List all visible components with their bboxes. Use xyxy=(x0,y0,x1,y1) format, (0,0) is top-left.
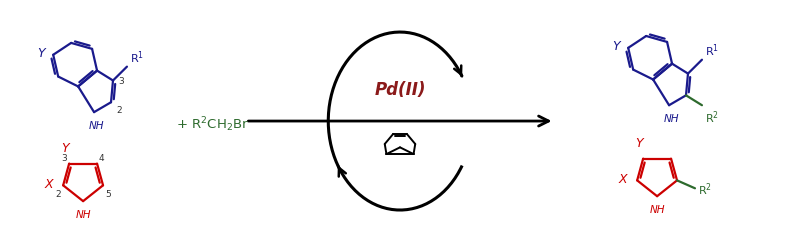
Text: NH: NH xyxy=(88,120,104,130)
Text: 3: 3 xyxy=(62,153,67,162)
Text: NH: NH xyxy=(75,209,91,219)
Text: 2: 2 xyxy=(55,190,61,198)
Text: 3: 3 xyxy=(118,77,124,86)
Text: Y: Y xyxy=(62,141,69,154)
Text: R$^2$: R$^2$ xyxy=(705,109,719,125)
Text: NH: NH xyxy=(663,114,679,124)
Text: 2: 2 xyxy=(116,106,122,115)
Text: Y: Y xyxy=(635,136,643,149)
Text: Y: Y xyxy=(613,40,620,53)
Text: R$^1$: R$^1$ xyxy=(130,49,144,66)
Text: + R$^2$CH$_2$Br: + R$^2$CH$_2$Br xyxy=(176,115,249,134)
Text: 4: 4 xyxy=(99,153,105,162)
Text: X: X xyxy=(618,172,627,185)
Text: Y: Y xyxy=(38,47,46,60)
Text: 5: 5 xyxy=(105,190,110,198)
Text: NH: NH xyxy=(650,204,665,214)
Text: R$^1$: R$^1$ xyxy=(705,42,719,58)
Text: X: X xyxy=(45,177,54,190)
Text: R$^2$: R$^2$ xyxy=(698,180,712,197)
Text: Pd(II): Pd(II) xyxy=(374,81,426,99)
